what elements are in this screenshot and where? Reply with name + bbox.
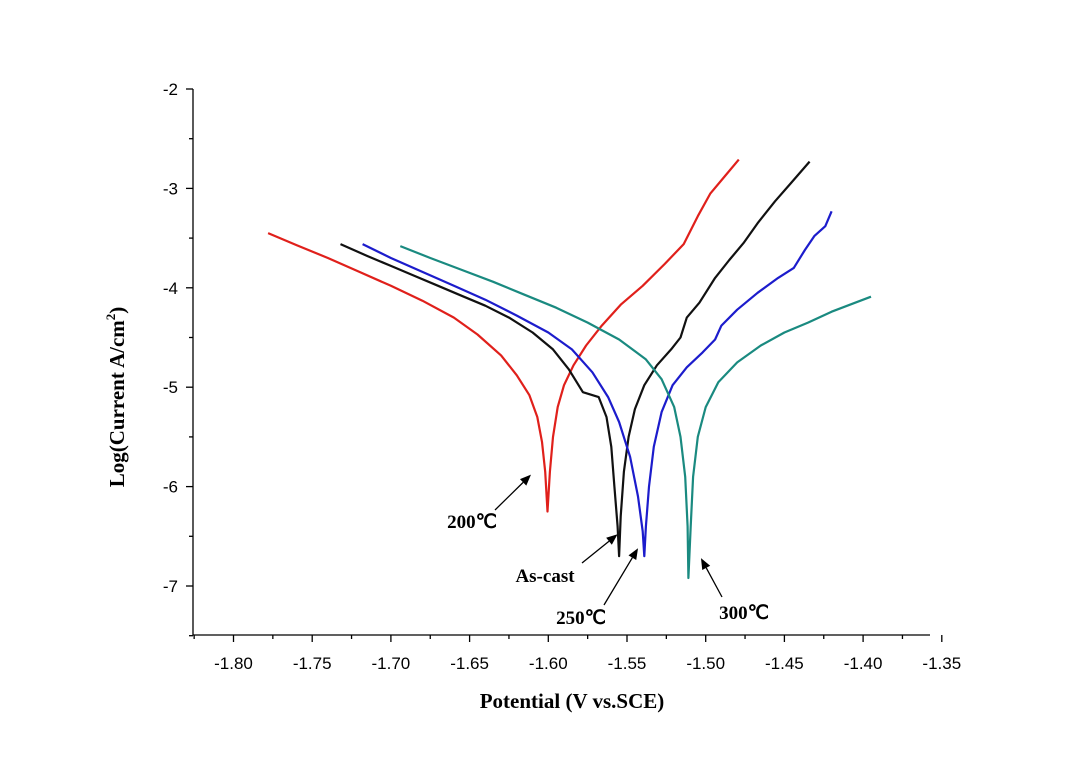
y-axis-title-sup: 2 bbox=[103, 314, 118, 321]
x-tick-label: -1.65 bbox=[450, 654, 489, 673]
x-tick-label: -1.70 bbox=[372, 654, 411, 673]
annotation-label-as-cast: As-cast bbox=[515, 566, 575, 587]
y-tick-label: -6 bbox=[163, 478, 178, 497]
x-tick-label: -1.55 bbox=[608, 654, 647, 673]
annotation-arrow-300 bbox=[705, 567, 723, 598]
y-tick-label: -5 bbox=[163, 378, 178, 397]
x-tick-label: -1.35 bbox=[922, 654, 961, 673]
series-line-250 bbox=[362, 210, 833, 558]
annotations: 200℃ As-cast 250℃ 300℃ bbox=[447, 474, 769, 629]
annotation-arrow-250 bbox=[603, 557, 633, 606]
annotation-arrowhead-as-cast bbox=[606, 534, 618, 545]
y-axis-title: Log(Current A/cm2) bbox=[103, 307, 129, 488]
annotation-arrow-as-cast bbox=[581, 540, 610, 564]
x-tick-label: -1.60 bbox=[529, 654, 568, 673]
annotation-arrowhead-250 bbox=[628, 548, 639, 560]
series-curves bbox=[267, 158, 872, 580]
x-tick-label: -1.50 bbox=[686, 654, 725, 673]
y-tick-label: -2 bbox=[163, 80, 178, 99]
annotation-arrowhead-300 bbox=[700, 558, 711, 570]
annotation-label-250: 250℃ bbox=[556, 608, 606, 629]
series-line-300 bbox=[399, 245, 872, 580]
x-tick-label: -1.45 bbox=[765, 654, 804, 673]
x-axis-title: Potential (V vs.SCE) bbox=[480, 689, 665, 713]
series-line-200 bbox=[267, 158, 740, 513]
axis-ticks: -1.80 -1.75 -1.70 -1.65 -1.60 -1.55 -1.50 -1.45… bbox=[163, 80, 961, 673]
x-tick-label: -1.75 bbox=[293, 654, 332, 673]
y-tick-label: -3 bbox=[163, 179, 178, 198]
annotation-arrowhead-200 bbox=[519, 474, 531, 486]
x-tick-label: -1.80 bbox=[214, 654, 253, 673]
plot-area bbox=[192, 89, 930, 636]
series-line-as-cast bbox=[340, 160, 811, 558]
y-tick-label: -7 bbox=[163, 577, 178, 596]
y-axis-title-close: ) bbox=[105, 307, 129, 314]
x-tick-label: -1.40 bbox=[844, 654, 883, 673]
y-axis-title-main: Log(Current A/cm bbox=[105, 320, 129, 488]
annotation-label-200: 200℃ bbox=[447, 512, 497, 533]
annotation-label-300: 300℃ bbox=[719, 603, 769, 624]
annotation-arrow-200 bbox=[494, 481, 524, 511]
y-tick-label: -4 bbox=[163, 279, 178, 298]
